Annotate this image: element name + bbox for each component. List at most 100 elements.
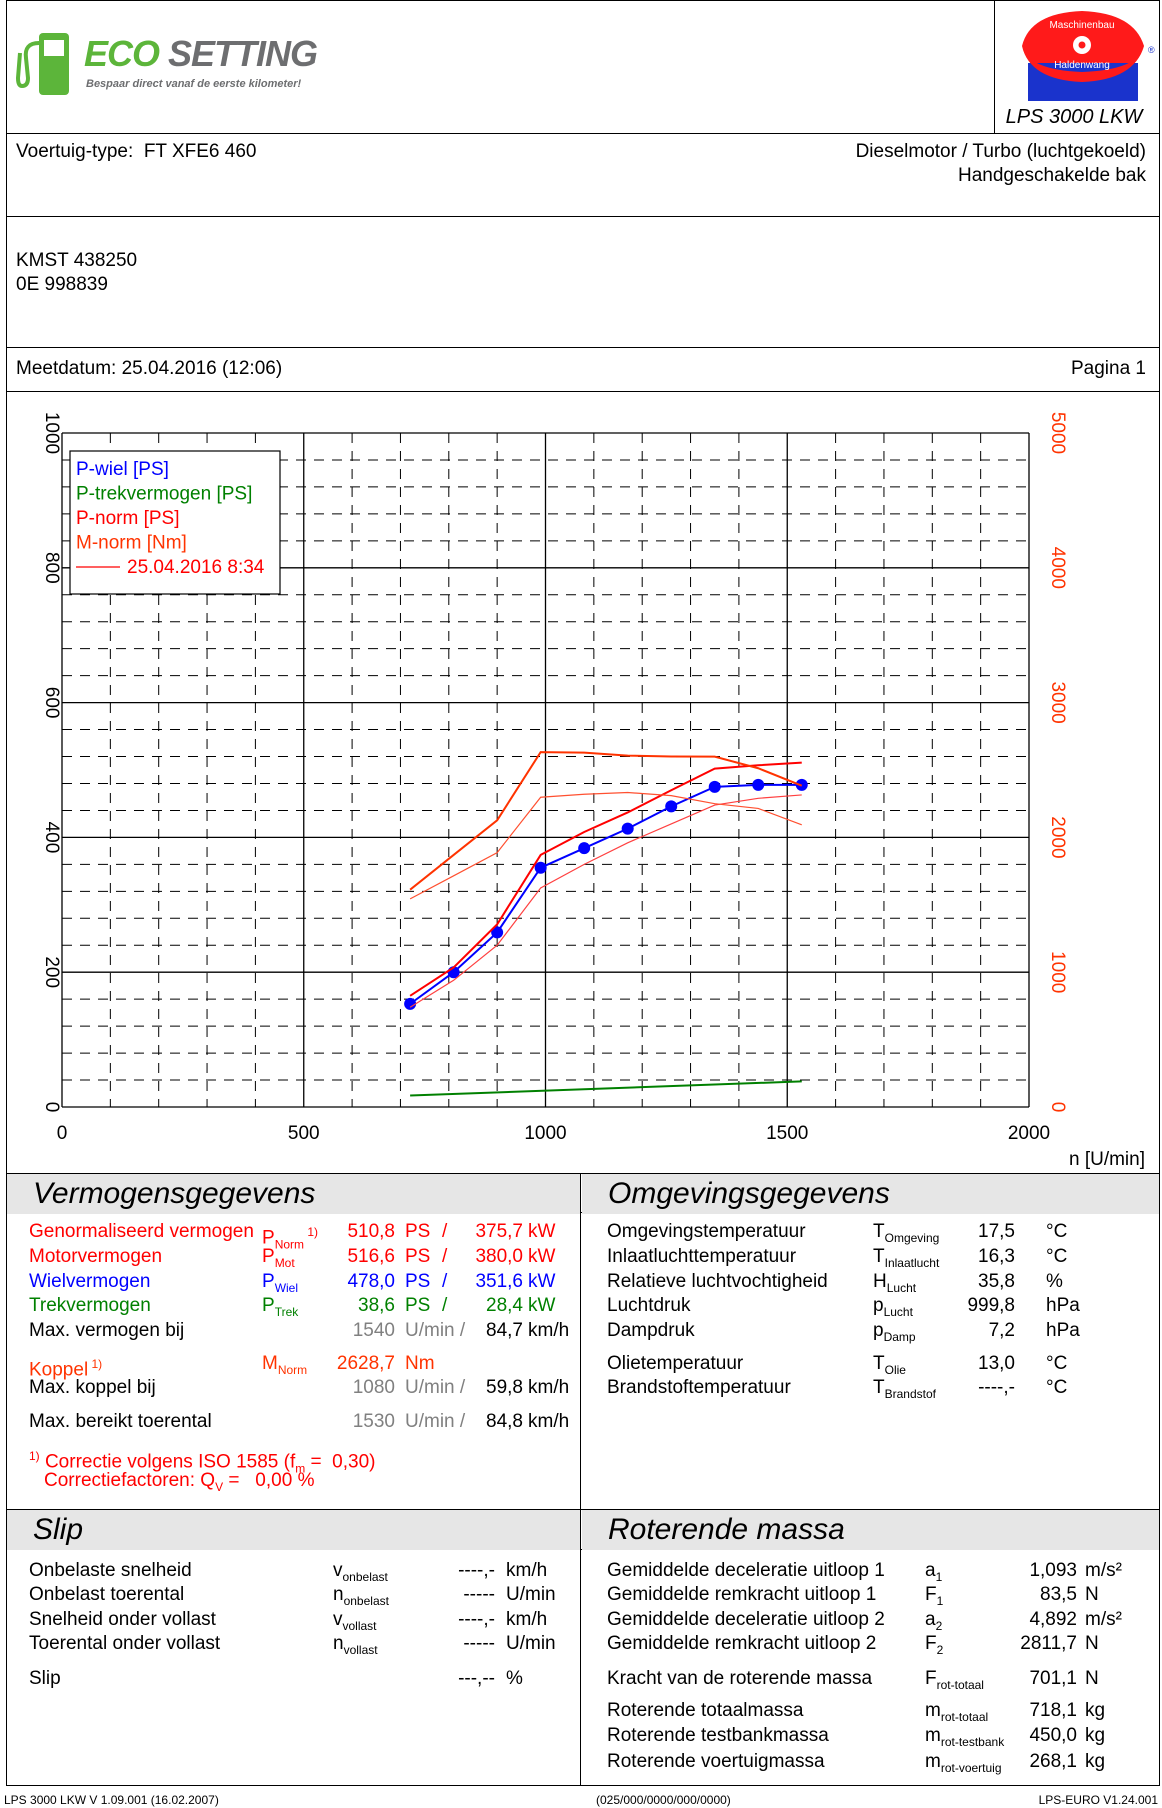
rotating-row-symbol: Frot-totaal xyxy=(925,1668,984,1692)
footnote-factors: Correctiefactoren: QV = 0,00 % xyxy=(44,1470,315,1494)
y-left-tick-label: 600 xyxy=(41,687,62,719)
divider xyxy=(6,391,1160,392)
slip-row-value: ----,- xyxy=(458,1560,495,1581)
power-row-label: Koppel 1) xyxy=(29,1357,103,1381)
footer-version: LPS 3000 LKW V 1.09.001 (16.02.2007) xyxy=(4,1793,219,1807)
divider xyxy=(6,1173,1160,1174)
power-row-symbol: PNorm 1) xyxy=(262,1225,319,1252)
rotating-row-label: Roterende voertuigmassa xyxy=(607,1751,825,1772)
power-row-value: 516,6 xyxy=(347,1246,395,1267)
gearbox-type: Handgeschakelde bak xyxy=(957,165,1146,186)
svg-text:Haldenwang: Haldenwang xyxy=(1054,60,1110,71)
environment-row-label: Olietemperatuur xyxy=(607,1353,744,1374)
x-tick-label: 2000 xyxy=(1008,1123,1050,1144)
divider xyxy=(6,347,1160,348)
power-row-label: Genormaliseerd vermogen xyxy=(29,1221,254,1242)
y-left-tick-label: 800 xyxy=(41,552,62,584)
rotating-row-value: 701,1 xyxy=(1029,1668,1077,1689)
slip-row-symbol: nvollast xyxy=(333,1633,378,1657)
environment-row-label: Omgevingstemperatuur xyxy=(607,1221,806,1242)
power-row-symbol: MNorm xyxy=(262,1353,308,1377)
power-row-unit: PS xyxy=(405,1271,431,1292)
rotating-row-symbol: F2 xyxy=(925,1633,944,1657)
environment-row-symbol: TInlaatlucht xyxy=(873,1246,940,1270)
series-line-reference-- xyxy=(409,794,802,1008)
divider xyxy=(580,1173,581,1786)
section-title-slip: Slip xyxy=(7,1510,580,1550)
power-row-value: 478,0 xyxy=(347,1271,395,1292)
power-row-separator: / xyxy=(442,1271,448,1292)
environment-row-symbol: TOmgeving xyxy=(873,1221,940,1245)
footnote-correction: 1) Correctie volgens ISO 1585 (fm = 0,30… xyxy=(29,1449,376,1476)
slip-row-label: Slip xyxy=(29,1668,61,1689)
logo-title-setting: SETTING xyxy=(168,33,318,74)
y-right-tick-label: 4000 xyxy=(1047,547,1068,589)
environment-row-unit: % xyxy=(1046,1271,1063,1292)
slip-row-unit: U/min xyxy=(506,1633,556,1654)
environment-row-symbol: pLucht xyxy=(873,1295,913,1319)
footer-euro-version: LPS-EURO V1.24.001 xyxy=(1038,1793,1158,1807)
slip-row-symbol: vvollast xyxy=(333,1609,377,1633)
environment-row-symbol: pDamp xyxy=(873,1320,916,1344)
power-row-value-2: 380,0 xyxy=(475,1246,523,1267)
environment-row-label: Brandstoftemperatuur xyxy=(607,1377,791,1398)
rotating-row-value: 4,892 xyxy=(1029,1609,1077,1630)
power-row-separator: / xyxy=(442,1221,448,1242)
measurement-date: Meetdatum: 25.04.2016 (12:06) xyxy=(16,358,283,379)
x-tick-label: 1500 xyxy=(766,1123,808,1144)
series-line-p-norm-ps- xyxy=(409,761,802,997)
logo-tagline: Bespaar direct vanaf de eerste kilometer… xyxy=(86,78,302,90)
environment-row-label: Relatieve luchtvochtigheid xyxy=(607,1271,828,1292)
legend-entry: P-trekvermogen [PS] xyxy=(76,484,252,505)
y-left-tick-label: 200 xyxy=(41,956,62,988)
slip-row-symbol: nonbelast xyxy=(333,1584,389,1608)
fuel-pump-icon xyxy=(15,33,69,95)
power-row-value-2: 351,6 xyxy=(475,1271,523,1292)
power-row-value-2: 84,8 xyxy=(486,1411,523,1432)
data-point-p-wiel xyxy=(708,780,721,793)
power-row-label: Max. vermogen bij xyxy=(29,1320,185,1341)
power-row-label: Trekvermogen xyxy=(29,1295,151,1316)
x-tick-label: 500 xyxy=(288,1123,320,1144)
power-row-unit-2: kW xyxy=(528,1295,556,1316)
power-row-separator: / xyxy=(442,1295,448,1316)
vehicle-id-2: 0E 998839 xyxy=(16,274,108,295)
rotating-row-label: Gemiddelde deceleratie uitloop 1 xyxy=(607,1560,885,1581)
power-row-separator: / xyxy=(442,1246,448,1267)
maha-logo: Maschinenbau Haldenwang ® xyxy=(1020,8,1155,103)
slip-row-unit: km/h xyxy=(506,1560,548,1581)
power-row-unit: U/min / xyxy=(405,1377,466,1398)
product-name: LPS 3000 LKW xyxy=(1005,106,1143,128)
rotating-row-unit: kg xyxy=(1085,1751,1106,1772)
data-point-p-wiel xyxy=(491,926,504,939)
power-row-symbol: PWiel xyxy=(262,1271,299,1295)
power-row-symbol: PMot xyxy=(262,1246,295,1270)
rotating-row-unit: kg xyxy=(1085,1725,1106,1746)
power-row-unit: U/min / xyxy=(405,1411,466,1432)
y-right-tick-label: 2000 xyxy=(1047,816,1068,858)
rotating-row-label: Gemiddelde remkracht uitloop 1 xyxy=(607,1584,877,1605)
legend-entry: P-wiel [PS] xyxy=(76,459,169,480)
power-row-unit-2: kW xyxy=(528,1221,556,1242)
environment-row-unit: °C xyxy=(1046,1221,1068,1242)
power-row-label: Max. bereikt toerental xyxy=(29,1411,212,1432)
rotating-row-value: 718,1 xyxy=(1029,1700,1077,1721)
data-point-p-wiel xyxy=(578,842,591,855)
legend-entry: P-norm [PS] xyxy=(76,508,179,529)
series-line-p-wiel-ps- xyxy=(409,783,802,1005)
rotating-row-symbol: a1 xyxy=(925,1560,943,1584)
rotating-row-value: 2811,7 xyxy=(1020,1633,1077,1654)
environment-row-label: Inlaatluchttemperatuur xyxy=(607,1246,797,1267)
power-row-unit: PS xyxy=(405,1246,431,1267)
footer-code: (025/000/0000/000/0000) xyxy=(596,1793,731,1807)
y-right-tick-label: 5000 xyxy=(1047,412,1068,454)
power-row-unit-2: km/h xyxy=(528,1411,570,1432)
environment-row-value: 999,8 xyxy=(967,1295,1015,1316)
environment-row-value: 7,2 xyxy=(988,1320,1015,1341)
vehicle-type: Voertuig-type: FT XFE6 460 xyxy=(16,141,257,162)
environment-row-unit: hPa xyxy=(1046,1295,1080,1316)
divider xyxy=(6,1509,1160,1510)
power-row-value-2: 59,8 xyxy=(486,1377,523,1398)
x-tick-label: 1000 xyxy=(524,1123,566,1144)
divider xyxy=(6,216,1160,217)
